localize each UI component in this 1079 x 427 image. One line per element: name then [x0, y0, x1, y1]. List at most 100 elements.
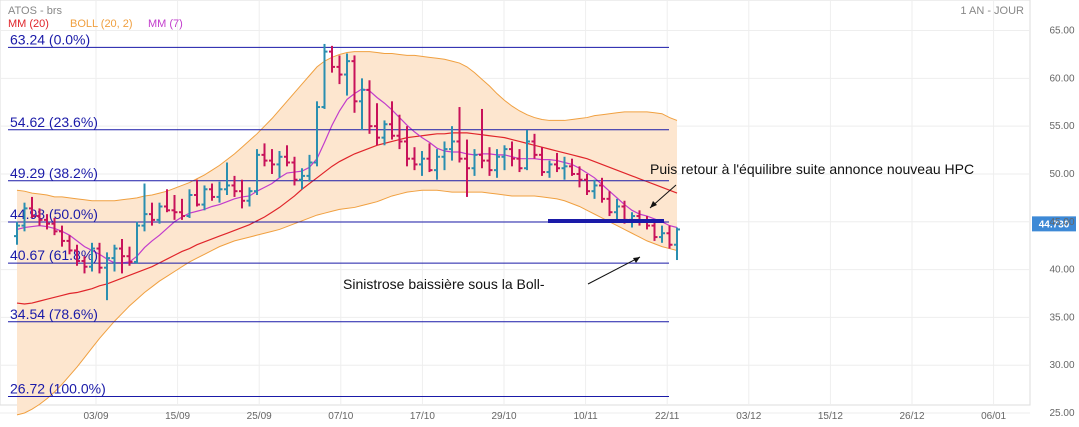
ohlc-bar	[186, 189, 193, 218]
ohlc-bar	[149, 202, 155, 226]
ohlc-bar	[614, 198, 620, 220]
ohlc-bar	[209, 183, 215, 201]
x-tick-label: 26/12	[899, 411, 924, 422]
ohlc-bar	[494, 149, 500, 178]
ohlc-bar	[419, 151, 425, 176]
ohlc-bar	[659, 225, 665, 243]
y-tick-label: 30.00	[1049, 360, 1074, 371]
ohlc-bar	[606, 191, 613, 217]
x-tick-label: 29/10	[491, 411, 516, 422]
ohlc-bar	[306, 154, 313, 182]
ohlc-bar	[554, 152, 560, 173]
ohlc-bar	[194, 179, 200, 207]
annotation-text-2: Sinistrose baissière sous la Boll-	[343, 276, 545, 292]
ohlc-bar	[36, 208, 43, 226]
ohlc-bar	[59, 225, 65, 247]
ohlc-bar	[299, 168, 305, 190]
y-tick-label: 35.00	[1049, 312, 1074, 323]
x-tick-label: 03/09	[83, 411, 108, 422]
ohlc-bar	[381, 120, 388, 146]
ohlc-bar	[156, 202, 163, 224]
ohlc-bar	[164, 189, 170, 213]
ohlc-bar	[51, 217, 58, 236]
fib-label: 34.54 (78.6%)	[10, 306, 98, 322]
ohlc-bar	[366, 80, 373, 134]
moving-averages	[16, 88, 678, 305]
annotation-arrow-2	[587, 256, 641, 285]
ohlc-bar	[501, 145, 508, 171]
bollinger-upper-line	[16, 51, 678, 202]
annotation-text-1: Puis retour à l'équilibre suite annonce …	[650, 161, 974, 177]
y-tick-label: 55.00	[1049, 121, 1074, 132]
annotation-overlay: Puis retour à l'équilibre suite annonce …	[343, 161, 1076, 292]
x-tick-label: 07/10	[328, 411, 353, 422]
ohlc-bar	[441, 141, 448, 171]
y-tick-label: 40.00	[1049, 265, 1074, 276]
ohlc-bar	[261, 143, 268, 167]
ohlc-bar	[14, 221, 20, 245]
ohlc-bar	[104, 252, 110, 301]
ohlc-bar	[119, 238, 125, 274]
x-tick-label: 06/01	[981, 411, 1006, 422]
x-axis: 03/09 15/09 25/09 07/10 17/10 29/10 10/11 22/11…	[83, 411, 1006, 422]
last-price-label: 44.730	[1039, 219, 1070, 230]
ohlc-bar	[674, 227, 680, 261]
ohlc-bar	[201, 185, 208, 211]
ohlc-bar	[516, 149, 523, 173]
ohlc-bar	[599, 177, 605, 203]
ohlc-bar	[509, 141, 515, 167]
ohlc-bars	[14, 43, 680, 301]
ohlc-bar	[141, 183, 148, 232]
ohlc-bar	[291, 156, 298, 186]
y-tick-label: 25.00	[1049, 408, 1074, 419]
y-tick-label: 65.00	[1049, 26, 1074, 37]
ohlc-bar	[389, 101, 395, 140]
y-tick-label: 60.00	[1049, 73, 1074, 84]
ohlc-bar	[464, 139, 470, 197]
ohlc-bar	[314, 101, 320, 167]
ohlc-bar	[524, 129, 530, 171]
ohlc-bar	[584, 173, 590, 196]
mm20-line	[16, 132, 678, 305]
ohlc-bar	[546, 160, 553, 178]
ohlc-bar	[321, 43, 328, 109]
mm7-line	[16, 88, 678, 264]
period-label: 1 AN - JOUR	[960, 5, 1024, 17]
ohlc-bar	[351, 55, 358, 113]
ohlc-bar	[246, 187, 253, 207]
ohlc-bar	[651, 221, 658, 241]
ohlc-bar	[179, 198, 185, 220]
ohlc-bar	[89, 242, 95, 272]
ohlc-bar	[134, 221, 140, 264]
annotation-arrowhead-1	[650, 201, 657, 208]
ohlc-bar	[231, 175, 238, 197]
ohlc-bar	[284, 145, 290, 167]
y-axis: 65.00 60.00 55.00 50.00 45.00 40.00 35.00 30.00…	[1049, 26, 1074, 419]
ohlc-bar	[591, 179, 598, 199]
x-tick-label: 10/11	[573, 411, 598, 422]
fib-label: 49.29 (38.2%)	[10, 165, 98, 181]
ohlc-bar	[666, 225, 673, 249]
x-tick-label: 15/12	[818, 411, 843, 422]
fib-label: 26.72 (100.0%)	[10, 381, 106, 397]
x-tick-label: 17/10	[410, 411, 435, 422]
ohlc-bar	[576, 166, 583, 188]
bollinger-lower-line	[16, 189, 678, 416]
ohlc-bar	[276, 151, 283, 178]
ohlc-bar	[44, 214, 50, 230]
x-tick-label: 25/09	[247, 411, 272, 422]
ohlc-bar	[111, 244, 118, 272]
ohlc-bar	[336, 55, 343, 85]
y-tick-label: 45.00	[1049, 217, 1074, 228]
ohlc-bar	[269, 149, 275, 174]
ohlc-bar	[426, 143, 433, 173]
ohlc-bar	[239, 179, 245, 209]
symbol-label: ATOS - brs	[8, 5, 62, 17]
ohlc-bar	[171, 195, 178, 220]
ohlc-bar	[96, 242, 103, 274]
ohlc-bar	[81, 256, 88, 274]
ohlc-bar	[359, 78, 365, 130]
ohlc-bar	[539, 147, 545, 176]
ohlc-bar	[66, 235, 73, 255]
ohlc-bar	[216, 181, 223, 203]
